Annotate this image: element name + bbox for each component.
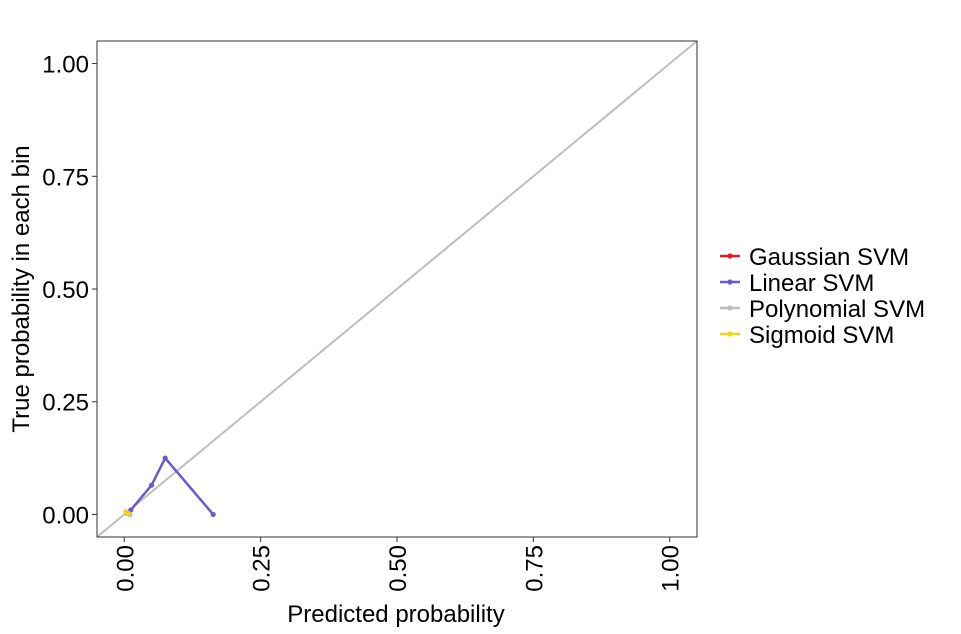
legend-key-point-polynomial-svm (727, 305, 733, 311)
series-line-linear-svm (126, 456, 215, 516)
legend-label-linear-svm: Linear SVM (749, 270, 874, 297)
data-point-linear-svm (148, 482, 155, 488)
y-tick-label: 0.25 (42, 390, 89, 417)
data-point-linear-svm (210, 511, 216, 518)
y-tick-label: 0.50 (42, 277, 89, 304)
legend-label-gaussian-svm: Gaussian SVM (749, 244, 909, 271)
data-point-sigmoid-svm (126, 510, 132, 517)
x-tick-label: 0.50 (385, 545, 412, 592)
diagonal-reference-line (97, 41, 697, 537)
x-tick-label: 0.75 (521, 545, 548, 592)
legend-key-point-sigmoid-svm (727, 331, 733, 337)
plot-lines (97, 41, 697, 537)
data-point-linear-svm (162, 455, 168, 461)
y-axis: 0.00 0.25 0.50 0.75 1.00 (42, 52, 97, 529)
y-tick-label: 0.75 (42, 164, 89, 191)
x-tick-label: 0.00 (112, 545, 139, 592)
x-tick-label: 1.00 (658, 545, 685, 592)
x-axis: 0.00 0.25 0.50 0.75 1.00 (112, 537, 685, 592)
y-axis-title: True probability in each bin (8, 145, 35, 432)
x-axis-title: Predicted probability (287, 601, 504, 628)
y-tick-label: 0.00 (42, 502, 89, 529)
legend-label-sigmoid-svm: Sigmoid SVM (749, 322, 894, 349)
legend-label-polynomial-svm: Polynomial SVM (749, 296, 925, 323)
y-tick-label: 1.00 (42, 52, 89, 79)
x-tick-label: 0.25 (249, 545, 276, 592)
legend-key-point-gaussian-svm (727, 253, 733, 259)
legend-key-point-linear-svm (727, 279, 733, 285)
